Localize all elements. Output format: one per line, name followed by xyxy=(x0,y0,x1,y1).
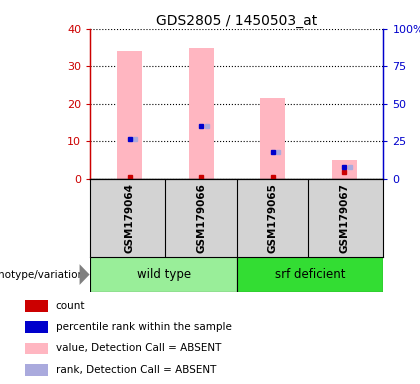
Title: GDS2805 / 1450503_at: GDS2805 / 1450503_at xyxy=(156,14,318,28)
Text: percentile rank within the sample: percentile rank within the sample xyxy=(56,322,231,333)
Bar xyxy=(189,48,214,179)
Text: srf deficient: srf deficient xyxy=(275,268,345,281)
Bar xyxy=(25,321,47,333)
Text: count: count xyxy=(56,301,85,311)
Bar xyxy=(25,343,47,354)
Bar xyxy=(237,257,383,292)
Text: GSM179065: GSM179065 xyxy=(268,183,278,253)
Bar xyxy=(332,160,357,179)
Bar xyxy=(260,98,285,179)
Text: GSM179066: GSM179066 xyxy=(196,183,206,253)
Bar xyxy=(117,51,142,179)
Polygon shape xyxy=(79,264,89,285)
Bar xyxy=(25,364,47,376)
Text: genotype/variation: genotype/variation xyxy=(0,270,84,280)
Text: GSM179067: GSM179067 xyxy=(339,183,349,253)
Bar xyxy=(25,300,47,312)
Text: wild type: wild type xyxy=(136,268,191,281)
Bar xyxy=(90,257,237,292)
Text: rank, Detection Call = ABSENT: rank, Detection Call = ABSENT xyxy=(56,364,216,375)
Text: value, Detection Call = ABSENT: value, Detection Call = ABSENT xyxy=(56,343,221,354)
Text: GSM179064: GSM179064 xyxy=(125,183,135,253)
